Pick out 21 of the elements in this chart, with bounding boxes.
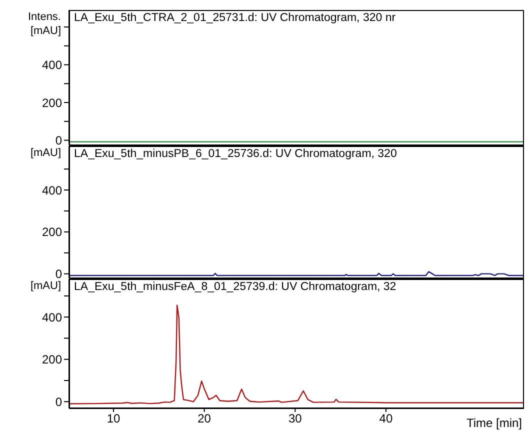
x-axis-title: Time [min] (466, 416, 522, 430)
x-tick-label: 10 (106, 412, 120, 426)
y-tick-label: 400 (42, 183, 62, 198)
y-tick-label: 200 (42, 352, 62, 367)
y-tick-label: 0 (55, 394, 62, 409)
y-tick-label: 200 (42, 96, 62, 110)
chart-title: LA_Exu_5th_minusFeA_8_01_25739.d: UV Chromatogram, 32 (74, 281, 396, 293)
y-axis-title: [mAU] (29, 279, 61, 293)
y-tick-label: 0 (55, 134, 62, 148)
chart-title: LA_Exu_5th_minusPB_6_01_25736.d: UV Chromatogram, 320 (74, 148, 397, 160)
line-series (69, 304, 524, 404)
x-tick-label: 40 (379, 412, 393, 426)
y-tick-label: 200 (42, 225, 62, 240)
chart-title: LA_Exu_5th_CTRA_2_01_25731.d: UV Chromatogram, 320 nr (74, 12, 396, 24)
y-tick-label: 400 (42, 310, 62, 324)
y-tick-label: 0 (55, 267, 62, 282)
y-axis-title: Intens. [mAU] (26, 10, 61, 38)
y-tick-label: 400 (42, 58, 62, 72)
x-tick-label: 30 (288, 412, 302, 426)
x-tick-label: 20 (198, 412, 212, 426)
y-axis-title: [mAU] (29, 146, 61, 160)
